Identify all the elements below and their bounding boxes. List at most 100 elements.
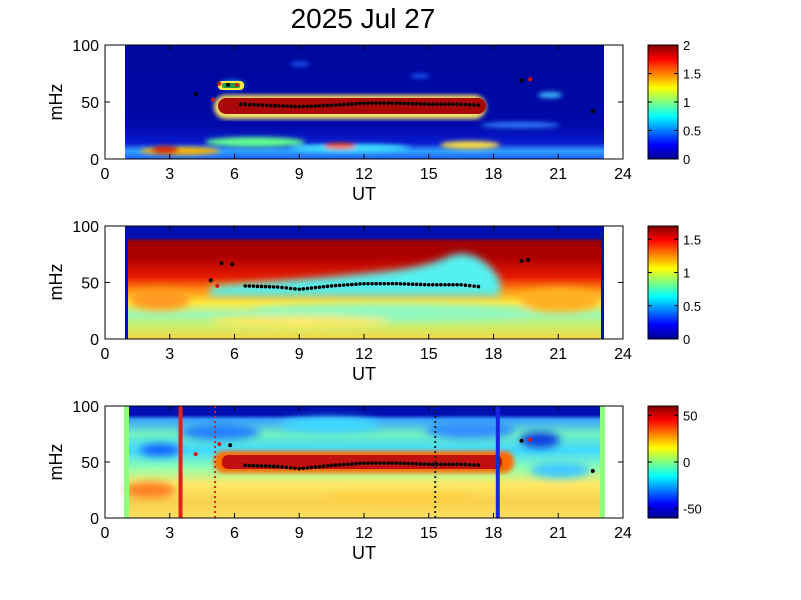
ridge-point <box>435 102 439 107</box>
ridge-point <box>210 97 215 102</box>
y-tick-label: 50 <box>81 455 99 472</box>
x-tick-label: 9 <box>295 346 304 363</box>
panel-3-colorbar-ticks: -50 0 50 <box>648 408 702 517</box>
ridge-point <box>472 463 476 467</box>
ridge-point <box>317 104 322 108</box>
ridge-point <box>374 461 378 465</box>
ridge-point <box>321 103 326 108</box>
panel-3-patch <box>425 421 515 439</box>
ridge-point <box>247 463 252 468</box>
panel-2-patch <box>210 316 390 328</box>
ridge-point <box>463 462 468 467</box>
ridge-point <box>414 102 419 106</box>
ridge-point <box>394 101 399 105</box>
ridge-point <box>313 465 318 469</box>
panel-3-axes: 0 3 6 9 12 15 18 21 24 0 50 100 <box>72 399 632 542</box>
ridge-point <box>418 282 423 287</box>
panel-2-edge <box>601 226 604 339</box>
ridge-point <box>382 461 387 465</box>
ridge-point <box>259 284 264 289</box>
ridge-point <box>297 104 302 109</box>
panel-1-patch <box>410 74 430 78</box>
y-tick-label: 0 <box>90 332 99 349</box>
ridge-point <box>350 102 354 106</box>
panel-2-patch <box>250 304 530 320</box>
ridge-point <box>476 103 481 107</box>
x-tick-label: 21 <box>549 166 567 183</box>
ridge-point <box>285 104 289 108</box>
ridge-point <box>317 285 322 289</box>
ridge-point <box>406 282 411 286</box>
ridge-point <box>226 82 231 87</box>
ridge-point <box>378 101 382 105</box>
ridge-point <box>358 461 362 466</box>
ridge-point <box>410 282 415 286</box>
ridge-point <box>386 461 391 465</box>
ridge-point <box>260 103 265 108</box>
ridge-point <box>337 463 342 467</box>
ridge-point <box>526 257 531 262</box>
x-tick-label: 21 <box>549 346 567 363</box>
ridge-point <box>293 466 297 471</box>
ridge-point <box>447 462 451 467</box>
x-tick-label: 6 <box>230 525 239 542</box>
ridge-point <box>463 283 468 288</box>
x-tick-label: 24 <box>614 166 632 183</box>
panel-1: 0 3 6 9 12 15 18 21 24 0 50 100 mHz UT 0 0.5 1 1.5 2 <box>46 38 701 204</box>
x-tick-label: 3 <box>165 525 174 542</box>
ridge-point <box>251 284 256 288</box>
panel-2-patch <box>130 290 190 310</box>
ridge-point <box>289 104 293 109</box>
ridge-point <box>288 466 293 470</box>
ridge-point <box>362 101 366 105</box>
ridge-point <box>219 261 224 266</box>
ridge-point <box>234 82 239 87</box>
panel-3-patch <box>520 432 560 448</box>
panel-1-patch <box>290 62 310 66</box>
ridge-point <box>439 102 443 107</box>
ridge-point <box>406 461 411 466</box>
ridge-point <box>346 462 350 467</box>
panel-1-marks <box>193 77 595 114</box>
ridge-point <box>374 101 378 105</box>
x-tick-label: 3 <box>165 346 174 363</box>
ridge-point <box>447 282 451 287</box>
ridge-point <box>267 464 272 469</box>
panel-3-patch <box>530 462 590 478</box>
ridge-point <box>217 442 222 447</box>
ridge-point <box>271 464 276 469</box>
ridge-point <box>463 102 468 107</box>
ridge-point <box>215 283 220 288</box>
panel-1-patch <box>480 122 560 128</box>
ridge-point <box>228 443 233 448</box>
colorbar-tick-label: 1 <box>683 266 690 281</box>
ridge-point <box>443 102 447 107</box>
panel-1-axes: 0 3 6 9 12 15 18 21 24 0 50 100 <box>72 38 632 183</box>
ridge-point <box>284 286 289 290</box>
colorbar-tick-label: 0 <box>683 332 690 347</box>
ridge-point <box>301 104 306 109</box>
x-tick-label: 0 <box>101 525 110 542</box>
ridge-point <box>443 282 447 287</box>
panel-3-marks <box>178 406 595 518</box>
ridge-point <box>410 101 415 106</box>
ridge-point <box>455 462 459 467</box>
ridge-point <box>519 438 524 443</box>
ridge-point <box>382 281 387 286</box>
panel-1-low-band <box>205 137 305 147</box>
ridge-point <box>430 282 435 287</box>
ridge-point <box>243 284 248 288</box>
ridge-point <box>451 462 455 467</box>
ridge-point <box>362 461 366 465</box>
ridge-point <box>422 462 427 466</box>
ridge-point <box>426 282 431 287</box>
figure-title: 2025 Jul 27 <box>291 3 436 34</box>
panel-2-ylabel: mHz <box>46 264 66 301</box>
x-tick-label: 15 <box>420 346 438 363</box>
ridge-point <box>321 464 326 469</box>
ridge-point <box>418 102 423 106</box>
ridge-point <box>321 284 326 289</box>
ridge-point <box>354 282 358 286</box>
x-tick-label: 9 <box>295 166 304 183</box>
panel-2-axes: 0 3 6 9 12 15 18 21 24 0 50 100 <box>72 219 632 363</box>
